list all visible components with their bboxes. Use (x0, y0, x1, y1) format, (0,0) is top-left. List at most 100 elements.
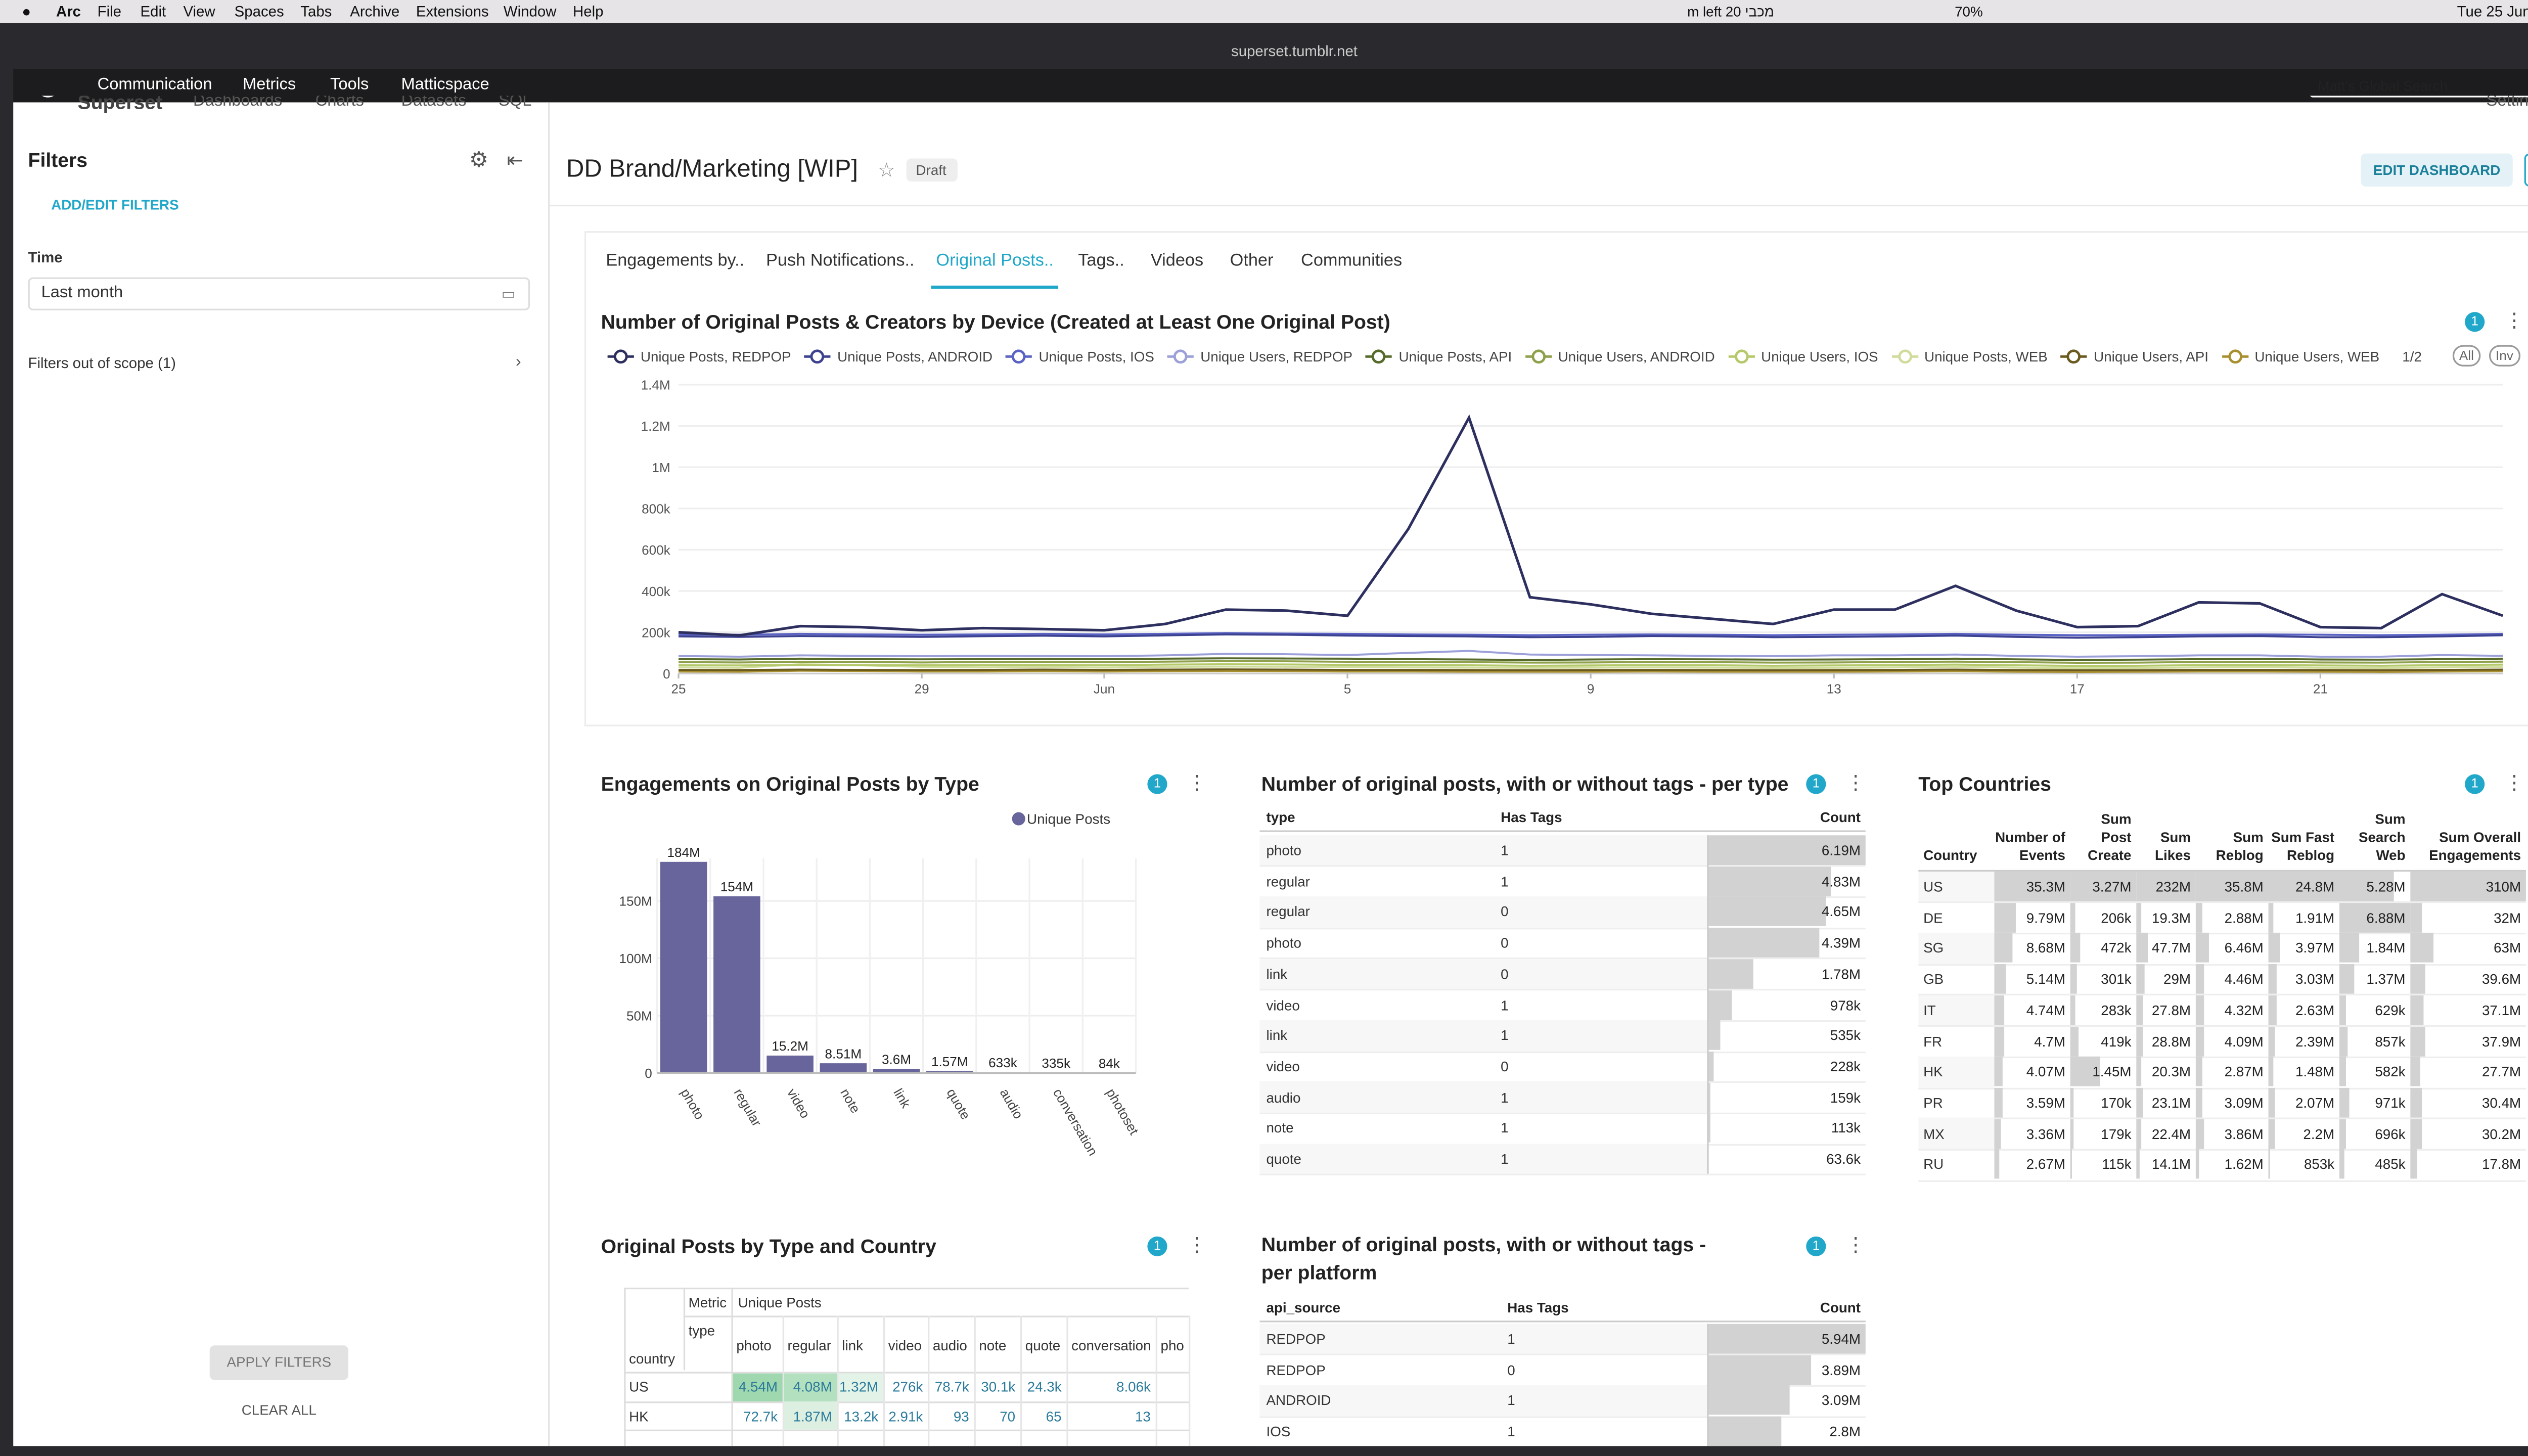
menu-item[interactable]: Window (503, 3, 557, 20)
nav-item[interactable]: Communication (97, 76, 212, 95)
cell: 0 (1501, 1058, 1509, 1075)
column-header[interactable]: type (1266, 808, 1295, 826)
legend-entry[interactable]: Unique Users, REDPOP (1200, 348, 1353, 365)
column-header[interactable]: Sum Fast Reblog (2271, 829, 2335, 863)
cell: MX (1923, 1125, 1945, 1142)
pivot-column[interactable]: quote (1025, 1337, 1061, 1354)
cell: 2.67M (2026, 1156, 2065, 1173)
heat-cell (784, 1373, 837, 1401)
legend-entry[interactable]: Unique Posts, REDPOP (640, 348, 791, 365)
menu-item[interactable]: Help (573, 3, 604, 20)
column-header[interactable]: Sum Reblog (2216, 829, 2264, 863)
cell-bar (1994, 1057, 2003, 1087)
legend-inv[interactable]: Inv (2489, 345, 2520, 367)
pivot-column[interactable]: regular (787, 1337, 831, 1354)
legend-entry[interactable]: Unique Users, WEB (2254, 348, 2380, 365)
apply-button[interactable] (209, 1345, 348, 1380)
cell-bar (2195, 964, 2205, 994)
x-tick-label: 17 (2070, 681, 2085, 696)
column-header[interactable]: Sum Search Web (2358, 810, 2406, 863)
badge-count: 1 (1812, 776, 1820, 791)
pivot-column[interactable]: link (842, 1337, 863, 1354)
menu-item[interactable]: Edit (140, 3, 166, 20)
clear-all[interactable]: CLEAR ALL (241, 1401, 317, 1418)
legend-entry[interactable]: Unique Posts, ANDROID (837, 348, 993, 365)
menu-item[interactable]: View (183, 3, 215, 20)
pivot-column[interactable]: pho (1160, 1337, 1184, 1354)
pivot-column[interactable]: photo (736, 1337, 772, 1354)
cell-bar (2339, 1026, 2349, 1056)
add-filters[interactable]: ADD/EDIT FILTERS (51, 196, 179, 213)
menu-item[interactable]: Extensions (416, 3, 489, 20)
cell: 1.84M (2366, 940, 2406, 957)
legend-entry[interactable]: Unique Users, IOS (1761, 348, 1878, 365)
out-of-scope[interactable]: Filters out of scope (1) (28, 355, 176, 372)
value-label: 15.2M (772, 1038, 808, 1054)
column-header[interactable]: api_source (1266, 1299, 1341, 1316)
menu-item[interactable]: Archive (350, 3, 400, 20)
pivot-column[interactable]: video (888, 1337, 922, 1354)
filter-badge (1806, 1236, 1826, 1256)
tab[interactable]: Communities (1301, 251, 1403, 271)
pivot-column[interactable]: conversation (1071, 1337, 1151, 1354)
column-header[interactable]: Sum Post Create (2088, 810, 2132, 863)
time-value[interactable]: Last month (41, 284, 123, 302)
cell: IT (1923, 1002, 1936, 1019)
legend-all[interactable]: All (2452, 345, 2480, 367)
cell-bar (2268, 1057, 2273, 1087)
edit-button[interactable] (2361, 153, 2513, 187)
legend-entry[interactable]: Unique Users, API (2094, 348, 2208, 365)
legend-entry[interactable]: Unique Posts, WEB (1924, 348, 2048, 365)
tab[interactable]: Videos (1150, 251, 1204, 271)
legend-entry[interactable]: Unique Posts, API (1398, 348, 1512, 365)
series-line (679, 663, 2503, 669)
legend-entry[interactable]: Unique Posts, IOS (1039, 348, 1154, 365)
column-header[interactable]: Count (1820, 1299, 1861, 1316)
column-header[interactable]: Sum Overall Engagements (2429, 829, 2521, 863)
column-header[interactable]: Number of Events (1995, 829, 2065, 863)
pivot-column[interactable]: audio (932, 1337, 967, 1354)
menu-item[interactable]: Tabs (300, 3, 332, 20)
column-header[interactable]: Sum Likes (2155, 829, 2191, 863)
nav-item[interactable]: Matticspace (401, 76, 489, 95)
column-header[interactable]: Country (1923, 847, 1977, 863)
search-text[interactable]: Matt's Global Search (2318, 77, 2448, 95)
tab[interactable]: Original Posts.. (936, 251, 1054, 271)
y-tick-label: 1M (652, 460, 670, 475)
tab[interactable]: Engagements by.. (606, 251, 745, 271)
legend-entry[interactable]: Unique Users, ANDROID (1558, 348, 1715, 365)
tab[interactable]: Tags.. (1078, 251, 1124, 271)
nav-item[interactable]: Metrics (242, 76, 296, 95)
menu-item[interactable]: File (97, 3, 122, 20)
tab[interactable]: Push Notifications.. (766, 251, 915, 271)
pivot-rule (731, 1287, 733, 1446)
row-rule (1918, 963, 2526, 966)
time-input[interactable] (28, 277, 530, 310)
pivot-column[interactable]: note (979, 1337, 1007, 1354)
legend-pager[interactable]: 1/2 (2402, 348, 2422, 365)
column-header[interactable]: Has Tags (1507, 1299, 1569, 1316)
bar (820, 1063, 867, 1073)
nav-item[interactable]: Tools (330, 76, 369, 95)
cell-bar (2195, 995, 2205, 1025)
edit-dashboard[interactable]: EDIT DASHBOARD (2373, 162, 2501, 178)
menu-item[interactable]: Spaces (234, 3, 284, 20)
column-header[interactable]: Count (1820, 808, 1861, 826)
url[interactable]: superset.tumblr.net (1231, 42, 1358, 60)
legend-marker (2222, 349, 2248, 364)
legend-marker (1891, 349, 1918, 364)
more-button[interactable] (2524, 153, 2528, 187)
pivot-rule (624, 1429, 1189, 1432)
tab[interactable]: Other (1230, 251, 1274, 271)
legend-marker (1366, 349, 1392, 364)
apply-text[interactable]: APPLY FILTERS (227, 1353, 332, 1371)
collapse-icon[interactable]: ⇤ (507, 148, 524, 172)
star-icon[interactable]: ☆ (877, 158, 896, 182)
column-header[interactable]: Has Tags (1501, 808, 1562, 826)
legend-entry[interactable]: Unique Posts (1027, 810, 1111, 827)
cell: 2.39M (2295, 1032, 2335, 1050)
row-rule (1918, 901, 2526, 904)
cell-bar (2195, 872, 2269, 901)
gear-icon[interactable]: ⚙ (469, 147, 488, 172)
row-stripe (1918, 1056, 1995, 1087)
